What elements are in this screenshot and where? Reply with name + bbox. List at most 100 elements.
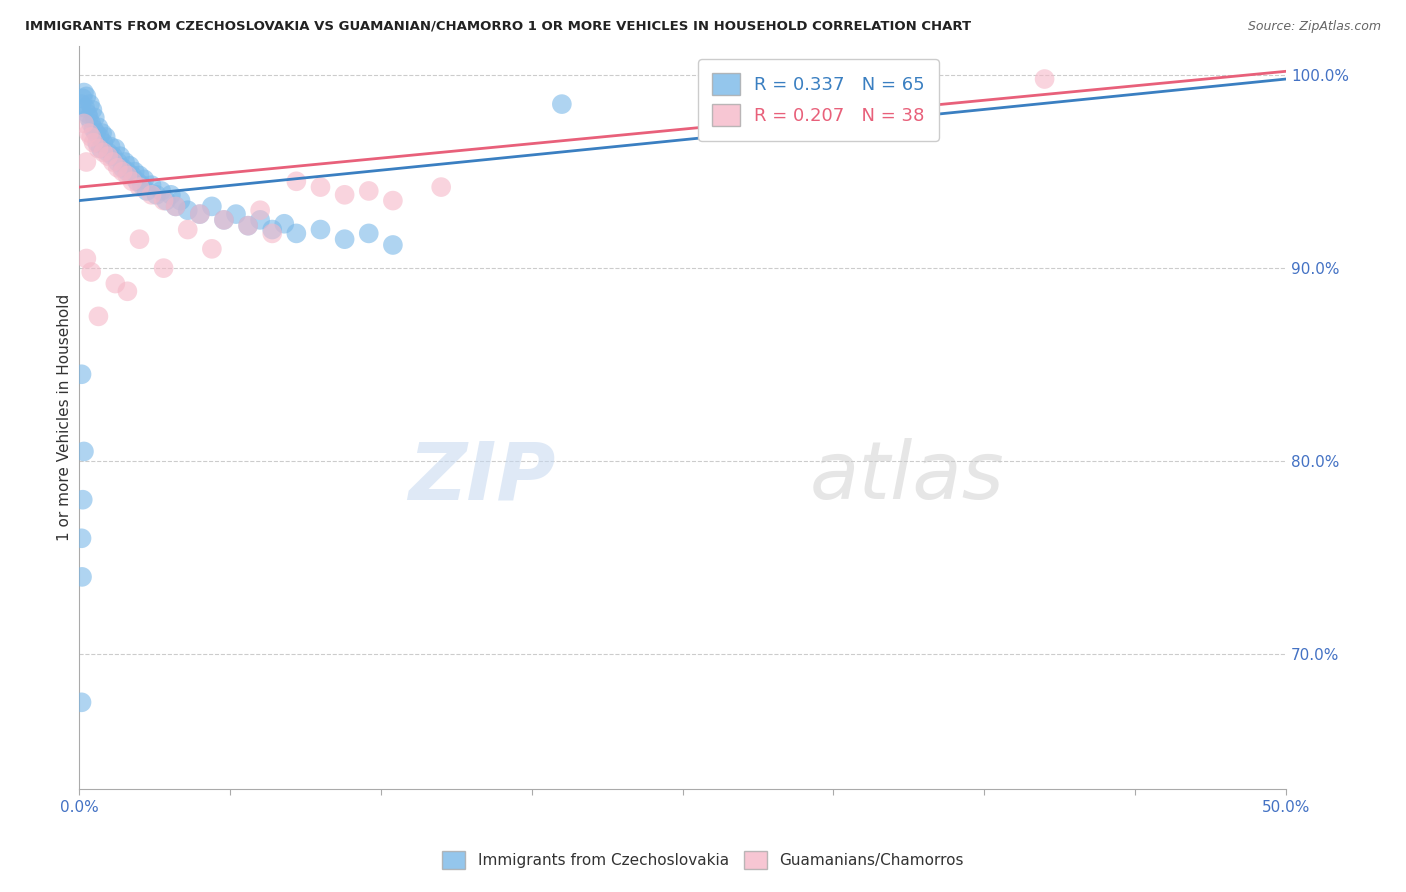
Point [201, 242, 224, 256]
Point [77, 126, 100, 140]
Point [86, 136, 108, 150]
Point [131, 178, 153, 193]
Point [117, 169, 139, 183]
Point [91, 136, 114, 150]
Point [273, 217, 295, 231]
Point [249, 203, 271, 218]
Point [75, 252, 97, 266]
Point [101, 155, 124, 169]
Point [70, 97, 93, 112]
Point [128, 169, 150, 183]
Point [212, 213, 235, 227]
Point [152, 261, 174, 276]
Point [83, 111, 105, 125]
Y-axis label: 1 or more Vehicles in Household: 1 or more Vehicles in Household [58, 294, 72, 541]
Point [121, 174, 143, 188]
Point [236, 219, 259, 233]
Point [97, 149, 120, 163]
Point [333, 187, 356, 202]
Point [87, 310, 110, 324]
Point [91, 126, 114, 140]
Point [89, 129, 111, 144]
Point [169, 194, 191, 208]
Point [87, 120, 110, 135]
Legend: Immigrants from Czechoslovakia, Guamanians/Chamorros: Immigrants from Czechoslovakia, Guamania… [436, 845, 970, 875]
Point [73, 116, 96, 130]
Point [128, 232, 150, 246]
Point [285, 227, 308, 241]
Point [125, 174, 148, 188]
Point [165, 199, 187, 213]
Point [83, 136, 105, 150]
Point [551, 97, 574, 112]
Point [145, 187, 167, 202]
Point [70, 531, 93, 545]
Point [90, 141, 112, 155]
Point [150, 184, 173, 198]
Point [188, 207, 211, 221]
Point [101, 149, 124, 163]
Point [262, 227, 284, 241]
Point [188, 207, 211, 221]
Point [249, 213, 271, 227]
Point [84, 126, 107, 140]
Point [104, 277, 127, 291]
Point [107, 155, 129, 169]
Point [333, 232, 356, 246]
Point [72, 492, 94, 507]
Point [91, 145, 114, 160]
Point [201, 199, 224, 213]
Point [1033, 72, 1056, 87]
Point [309, 180, 332, 194]
Point [73, 86, 96, 100]
Point [118, 159, 141, 173]
Point [177, 222, 200, 236]
Point [262, 222, 284, 236]
Point [212, 213, 235, 227]
Point [75, 155, 97, 169]
Point [357, 184, 380, 198]
Point [97, 145, 120, 160]
Point [117, 285, 139, 299]
Point [152, 194, 174, 208]
Point [104, 141, 127, 155]
Point [165, 199, 187, 213]
Text: IMMIGRANTS FROM CZECHOSLOVAKIA VS GUAMANIAN/CHAMORRO 1 OR MORE VEHICLES IN HOUSE: IMMIGRANTS FROM CZECHOSLOVAKIA VS GUAMAN… [25, 20, 972, 33]
Point [121, 169, 143, 183]
Point [309, 222, 332, 236]
Point [82, 103, 104, 117]
Point [155, 194, 177, 208]
Point [94, 129, 117, 144]
Point [100, 139, 122, 153]
Point [225, 207, 247, 221]
Point [70, 570, 93, 584]
Point [70, 695, 93, 709]
Text: ZIP: ZIP [409, 438, 555, 516]
Point [134, 172, 156, 186]
Point [141, 187, 163, 202]
Point [76, 107, 98, 121]
Point [430, 180, 453, 194]
Point [381, 238, 404, 252]
Point [80, 265, 103, 279]
Point [135, 184, 157, 198]
Text: atlas: atlas [810, 438, 1004, 516]
Point [381, 194, 404, 208]
Point [141, 178, 163, 193]
Point [111, 161, 134, 175]
Point [108, 149, 131, 163]
Point [70, 368, 93, 382]
Point [114, 155, 136, 169]
Point [111, 164, 134, 178]
Point [83, 122, 105, 136]
Point [77, 111, 100, 125]
Legend: R = 0.337   N = 65, R = 0.207   N = 38: R = 0.337 N = 65, R = 0.207 N = 38 [697, 59, 939, 141]
Point [73, 444, 96, 458]
Point [357, 227, 380, 241]
Point [236, 219, 259, 233]
Text: Source: ZipAtlas.com: Source: ZipAtlas.com [1247, 20, 1381, 33]
Point [128, 180, 150, 194]
Point [75, 101, 97, 115]
Point [87, 141, 110, 155]
Point [79, 97, 101, 112]
